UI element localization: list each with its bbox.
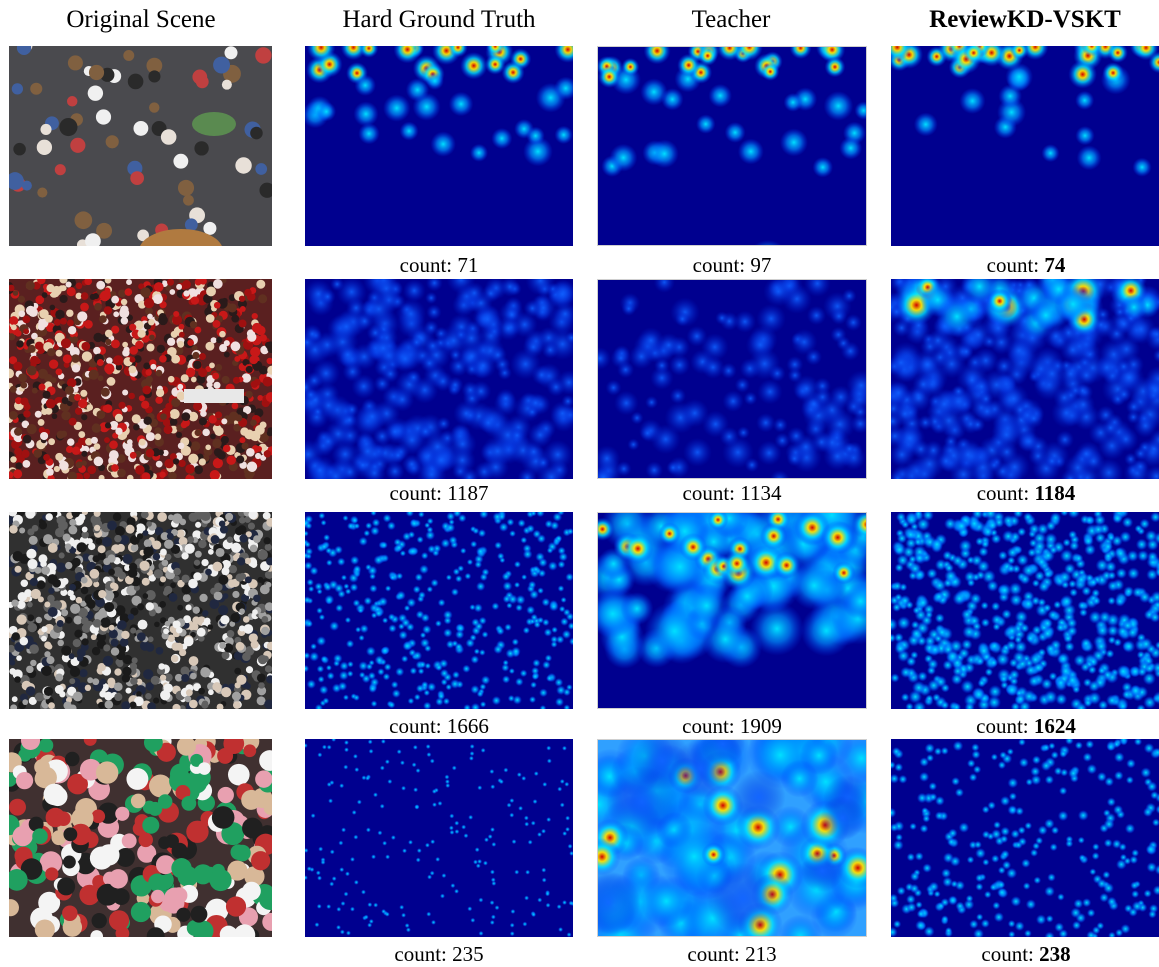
count-caption: count: 235 <box>305 941 573 967</box>
count-caption: count: 1666 <box>305 713 573 739</box>
reviewkd-vskt-density-map <box>891 46 1159 246</box>
count-caption: count: 1624 <box>891 713 1159 739</box>
count-value: 1184 <box>1034 481 1076 505</box>
count-caption: count: 213 <box>597 941 867 967</box>
column-header-reviewkd-vskt: ReviewKD-VSKT <box>929 6 1121 33</box>
count-label: count: <box>692 253 751 277</box>
reviewkd-vskt-density-map <box>891 279 1159 479</box>
original-scene-image <box>9 512 272 709</box>
count-caption: count: 238 <box>891 941 1159 967</box>
count-caption: count: 74 <box>891 252 1159 278</box>
ground-truth-density-map <box>305 46 573 246</box>
count-label: count: <box>399 253 458 277</box>
count-caption: count: 1184 <box>891 480 1159 506</box>
count-label: count: <box>981 942 1040 966</box>
ground-truth-density-map <box>305 512 573 709</box>
count-value: 74 <box>1044 253 1066 277</box>
count-label: count: <box>394 942 453 966</box>
count-value: 235 <box>452 942 484 966</box>
teacher-density-map <box>597 46 867 246</box>
count-value: 1909 <box>739 714 782 738</box>
count-label: count: <box>389 481 448 505</box>
count-value: 238 <box>1039 942 1071 966</box>
count-value: 71 <box>457 253 479 277</box>
count-label: count: <box>389 714 447 738</box>
count-label: count: <box>687 942 746 966</box>
count-label: count: <box>986 253 1045 277</box>
count-value: 1666 <box>446 714 489 738</box>
teacher-density-map <box>597 739 867 937</box>
original-scene-image <box>9 46 272 246</box>
original-scene-image <box>9 739 272 937</box>
teacher-density-map <box>597 512 867 709</box>
count-value: 1624 <box>1033 714 1076 738</box>
ground-truth-density-map <box>305 279 573 479</box>
reviewkd-vskt-density-map <box>891 512 1159 709</box>
teacher-density-map <box>597 279 867 479</box>
count-caption: count: 1909 <box>597 713 867 739</box>
column-header-ground-truth: Hard Ground Truth <box>342 6 536 33</box>
column-header-teacher: Teacher <box>691 6 771 33</box>
count-caption: count: 97 <box>597 252 867 278</box>
count-label: count: <box>976 714 1034 738</box>
count-caption: count: 1134 <box>597 480 867 506</box>
count-label: count: <box>976 481 1035 505</box>
count-value: 213 <box>745 942 777 966</box>
count-value: 1134 <box>740 481 782 505</box>
count-label: count: <box>682 714 740 738</box>
count-value: 1187 <box>447 481 489 505</box>
reviewkd-vskt-density-map <box>891 739 1159 937</box>
count-caption: count: 1187 <box>305 480 573 506</box>
original-scene-image <box>9 279 272 479</box>
count-caption: count: 71 <box>305 252 573 278</box>
count-label: count: <box>682 481 741 505</box>
count-value: 97 <box>750 253 772 277</box>
column-header-original: Original Scene <box>66 6 216 33</box>
ground-truth-density-map <box>305 739 573 937</box>
